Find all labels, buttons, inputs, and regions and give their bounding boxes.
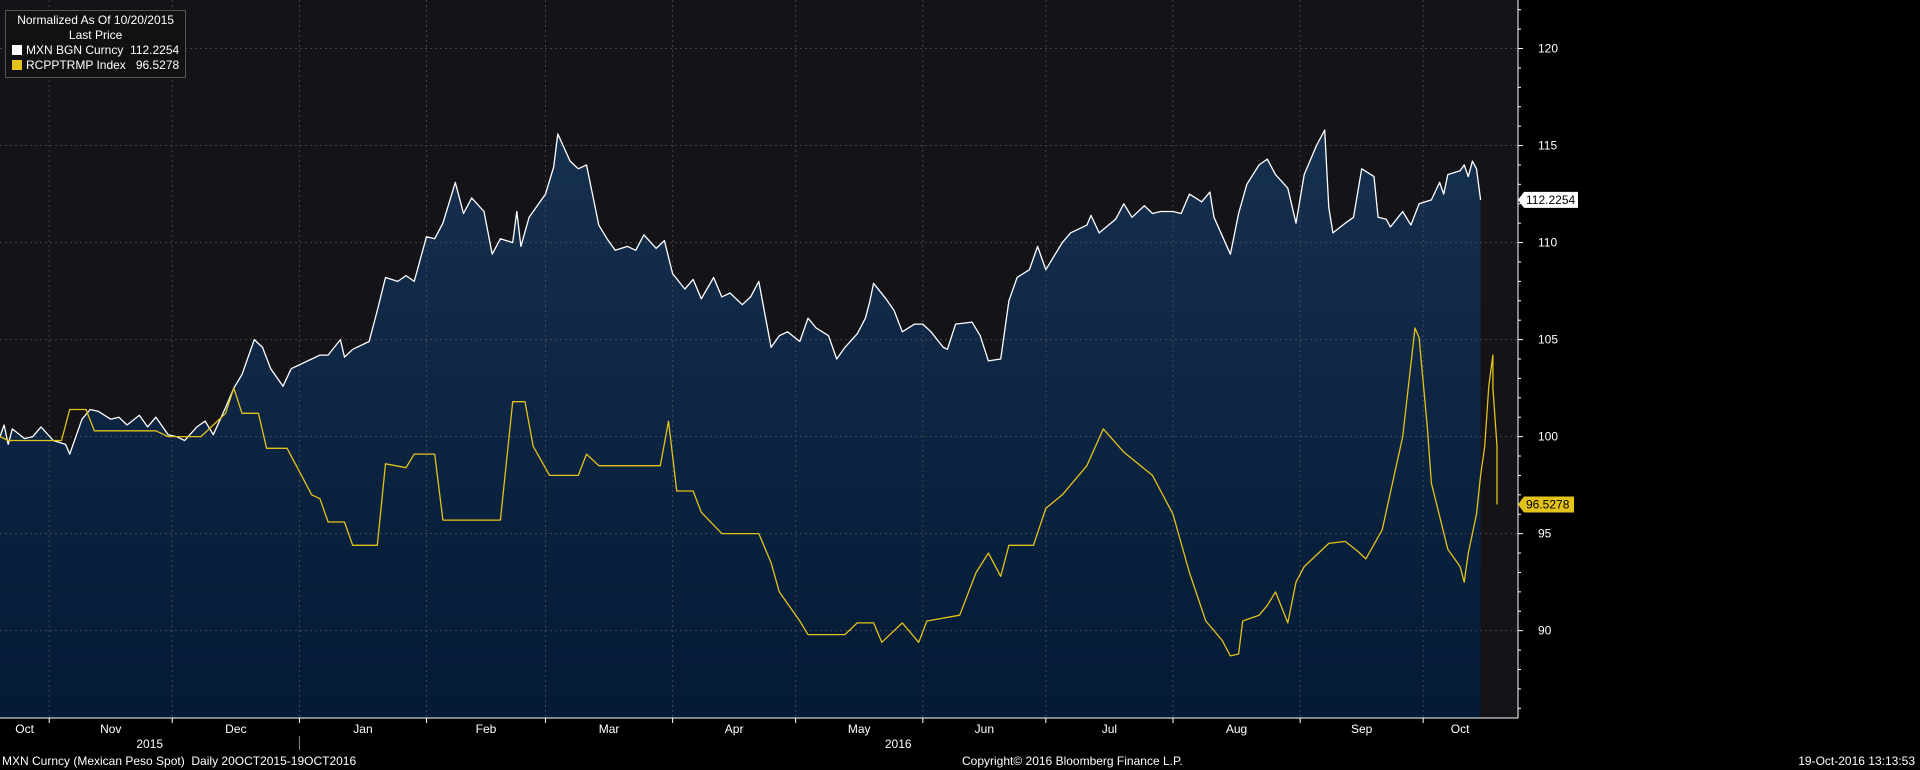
- legend-item-rcpp: RCPPTRMP Index 96.5278: [12, 58, 179, 73]
- footer-copyright: Copyright© 2016 Bloomberg Finance L.P.: [962, 754, 1183, 768]
- last-value-tag-mxn: [1518, 191, 1578, 208]
- legend-swatch-rcpp: [12, 60, 22, 70]
- year-label-2016: 2016: [885, 737, 912, 751]
- legend-label-mxn: MXN BGN Curncy: [26, 43, 124, 57]
- last-value-tag-rcpp: [1518, 496, 1574, 513]
- x-tick-label-may-7: May: [848, 722, 871, 736]
- x-tick-label-feb-4: Feb: [476, 722, 497, 736]
- x-tick-label-oct-12: Oct: [1451, 722, 1470, 736]
- x-tick-label-oct-0: Oct: [15, 722, 34, 736]
- y-tick-label-95: 95: [1538, 527, 1552, 541]
- y-tick-label-100: 100: [1538, 430, 1558, 444]
- chart-legend: Normalized As Of 10/20/2015 Last Price M…: [5, 10, 187, 78]
- legend-header-last-price: Last Price: [68, 28, 123, 42]
- x-tick-label-jul-9: Jul: [1102, 722, 1117, 736]
- y-tick-label-110: 110: [1538, 236, 1557, 250]
- footer-security-info: MXN Curncy (Mexican Peso Spot) Daily 20O…: [2, 754, 357, 768]
- x-tick-label-jun-8: Jun: [975, 722, 994, 736]
- series-line-rcpp: [0, 327, 1498, 657]
- legend-swatch-mxn: [12, 45, 22, 55]
- y-tick-label-105: 105: [1538, 333, 1558, 347]
- x-tick-label-aug-10: Aug: [1226, 722, 1247, 736]
- x-tick-label-jan-3: Jan: [353, 722, 372, 736]
- x-tick-label-apr-6: Apr: [725, 722, 744, 736]
- legend-value-rcpp: 96.5278: [135, 58, 180, 72]
- legend-header-normalized: Normalized As Of 10/20/2015: [17, 13, 174, 27]
- x-tick-label-nov-1: Nov: [100, 722, 121, 736]
- x-tick-label-dec-2: Dec: [225, 722, 246, 736]
- legend-item-mxn: MXN BGN Curncy 112.2254: [12, 43, 179, 58]
- footer-timestamp: 19-Oct-2016 13:13:53: [1798, 754, 1915, 768]
- series-line-mxn: [0, 129, 1482, 455]
- y-tick-label-115: 115: [1538, 139, 1557, 153]
- x-tick-label-sep-11: Sep: [1351, 722, 1373, 736]
- legend-value-mxn: 112.2254: [130, 43, 180, 57]
- last-value-label-mxn: 112.2254: [1526, 193, 1575, 207]
- last-value-label-rcpp: 96.5278: [1526, 498, 1570, 512]
- mxn-area-fill: [0, 130, 1481, 718]
- y-tick-label-90: 90: [1538, 624, 1552, 638]
- y-tick-label-120: 120: [1538, 42, 1558, 56]
- legend-label-rcpp: RCPPTRMP Index: [26, 58, 126, 72]
- x-tick-label-mar-5: Mar: [599, 722, 620, 736]
- year-label-2015: 2015: [136, 737, 163, 751]
